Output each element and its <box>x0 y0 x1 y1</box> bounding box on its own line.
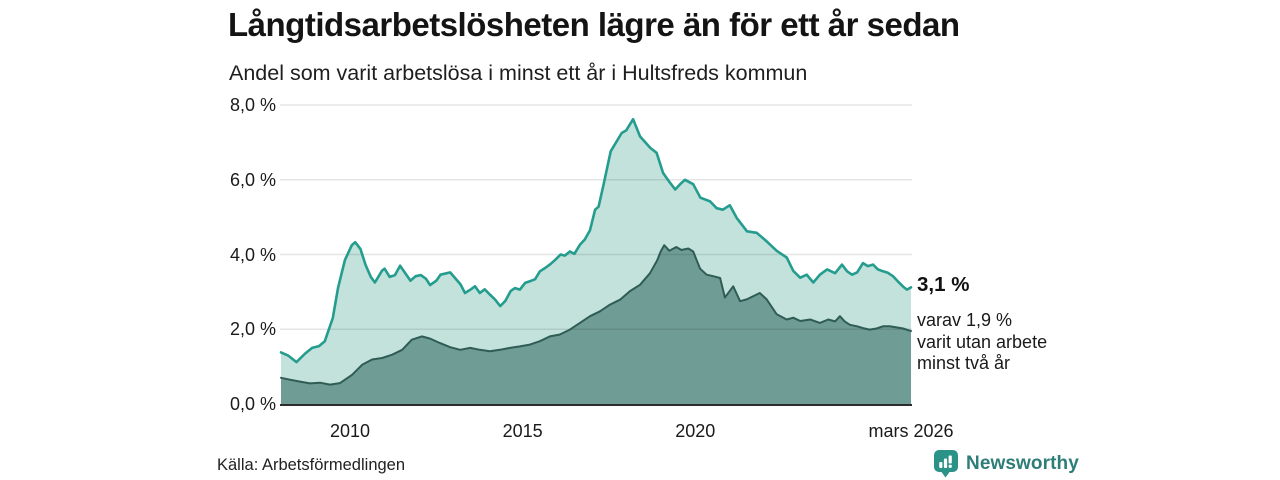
x-tick-label: 2010 <box>330 421 371 441</box>
area-fills <box>281 119 911 404</box>
end-value-label: 3,1 % <box>917 273 970 296</box>
x-tick-label: 2015 <box>502 421 543 441</box>
gridlines <box>280 104 912 330</box>
x-tick-label: 2020 <box>675 421 716 441</box>
annotation-line: varit utan arbete <box>917 331 1048 352</box>
annotation-line: minst två år <box>917 353 1011 373</box>
annotation-note: varav 1,9 % varit utan arbete minst två … <box>917 310 1047 375</box>
chart-title: Långtidsarbetslösheten lägre än för ett … <box>228 6 960 43</box>
chart-subtitle: Andel som varit arbetslösa i minst ett å… <box>229 61 808 85</box>
annotation-line: varav 1,9 % <box>917 310 1013 330</box>
series-two-years-line <box>280 244 912 386</box>
y-tick-label: 8,0 % <box>229 95 276 115</box>
series-total-line <box>279 117 913 364</box>
x-tick-label: mars 2026 <box>868 421 954 441</box>
newsworthy-brand-text: Newsworthy <box>966 453 1079 474</box>
y-tick-label: 4,0 % <box>229 244 276 265</box>
newsworthy-logo: Newsworthy <box>933 449 1079 479</box>
series-lines <box>279 117 913 386</box>
y-tick-label: 0,0 % <box>229 394 276 414</box>
source-label: Källa: Arbetsförmedlingen <box>217 456 406 474</box>
y-tick-label: 6,0 % <box>229 169 276 190</box>
y-tick-label: 2,0 % <box>229 319 276 340</box>
series-two-years-area <box>281 245 911 404</box>
newsworthy-bars-bubble-icon <box>934 450 958 478</box>
